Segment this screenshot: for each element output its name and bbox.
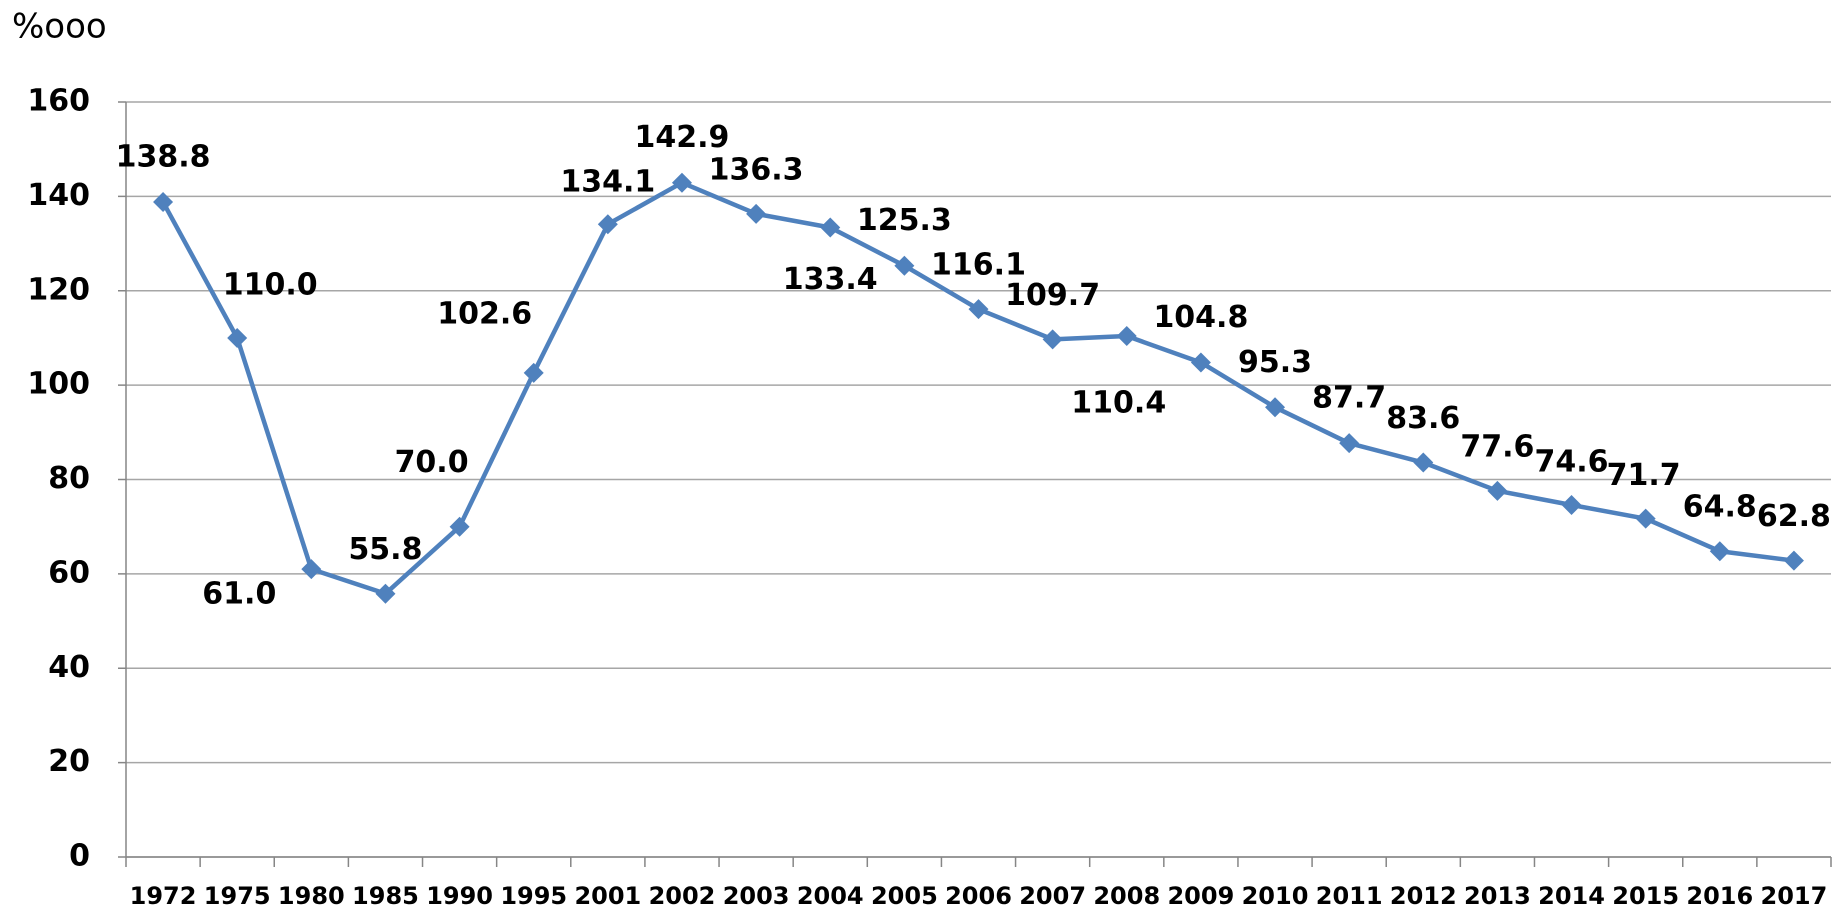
data-label: 109.7 [1005, 278, 1100, 313]
data-marker [894, 255, 915, 276]
y-tick-label: 20 [48, 744, 90, 779]
data-marker [301, 559, 322, 580]
x-tick-label: 2003 [723, 882, 790, 909]
x-tick-label: 2016 [1686, 882, 1753, 909]
data-label: 116.1 [931, 248, 1026, 283]
data-label: 133.4 [783, 262, 878, 297]
data-label: 136.3 [709, 152, 804, 187]
data-marker [1635, 508, 1656, 529]
x-tick-label: 2009 [1167, 882, 1234, 909]
x-tick-label: 2013 [1464, 882, 1531, 909]
data-label: 62.8 [1757, 499, 1831, 534]
data-label: 104.8 [1153, 300, 1248, 335]
x-tick-label: 2006 [945, 882, 1012, 909]
y-tick-label: 120 [27, 272, 90, 307]
data-marker [1487, 480, 1508, 501]
y-tick-label: 140 [27, 178, 90, 213]
data-marker [820, 217, 841, 238]
data-label: 95.3 [1238, 345, 1312, 380]
data-label: 125.3 [857, 203, 952, 238]
x-tick-label: 2008 [1093, 882, 1160, 909]
x-tick-label: 1995 [500, 882, 567, 909]
data-marker [375, 583, 396, 604]
data-label: 55.8 [348, 532, 422, 567]
x-tick-label: 2005 [871, 882, 938, 909]
data-marker [671, 172, 692, 193]
x-tick-label: 2014 [1538, 882, 1605, 909]
x-tick-label: 1980 [278, 882, 345, 909]
data-label: 77.6 [1460, 429, 1534, 464]
data-label: 70.0 [395, 445, 469, 480]
x-tick-label: 2002 [649, 882, 716, 909]
x-tick-label: 1985 [352, 882, 419, 909]
data-marker [1339, 433, 1360, 454]
data-marker [968, 299, 989, 320]
data-label: 110.4 [1071, 386, 1166, 421]
data-marker [227, 327, 248, 348]
data-label: 138.8 [116, 140, 211, 175]
y-tick-label: 0 [69, 839, 90, 874]
data-label: 83.6 [1386, 401, 1460, 436]
x-tick-label: 2007 [1019, 882, 1086, 909]
data-marker [1265, 397, 1286, 418]
data-label: 134.1 [560, 165, 655, 200]
data-label: 71.7 [1607, 458, 1681, 493]
data-marker [597, 214, 618, 235]
data-label: 64.8 [1683, 490, 1757, 525]
data-marker [1042, 329, 1063, 350]
x-tick-label: 1972 [130, 882, 197, 909]
data-marker [1783, 550, 1804, 571]
data-marker [523, 362, 544, 383]
x-tick-label: 2012 [1390, 882, 1457, 909]
data-marker [153, 192, 174, 213]
data-marker [746, 203, 767, 224]
data-label: 74.6 [1535, 444, 1609, 479]
x-tick-label: 1975 [204, 882, 271, 909]
x-tick-label: 2011 [1316, 882, 1383, 909]
y-tick-label: 40 [48, 650, 90, 685]
y-axis-label: %ooo [12, 7, 107, 47]
x-tick-label: 1990 [426, 882, 493, 909]
data-marker [1709, 541, 1730, 562]
data-label: 87.7 [1312, 381, 1386, 416]
data-label: 110.0 [223, 267, 318, 302]
x-tick-label: 2004 [797, 882, 864, 909]
y-tick-label: 160 [27, 84, 90, 119]
x-tick-label: 2017 [1761, 882, 1828, 909]
x-tick-label: 2015 [1612, 882, 1679, 909]
x-tick-label: 2001 [574, 882, 641, 909]
data-marker [1413, 452, 1434, 473]
data-label: 61.0 [202, 577, 276, 612]
y-tick-label: 60 [48, 555, 90, 590]
y-tick-label: 100 [27, 367, 90, 402]
data-label: 102.6 [437, 296, 532, 331]
x-tick-label: 2010 [1242, 882, 1309, 909]
data-marker [1116, 326, 1137, 347]
data-marker [1561, 494, 1582, 515]
data-label: 142.9 [635, 120, 730, 155]
data-marker [449, 516, 470, 537]
data-marker [1190, 352, 1211, 373]
y-tick-label: 80 [48, 461, 90, 496]
